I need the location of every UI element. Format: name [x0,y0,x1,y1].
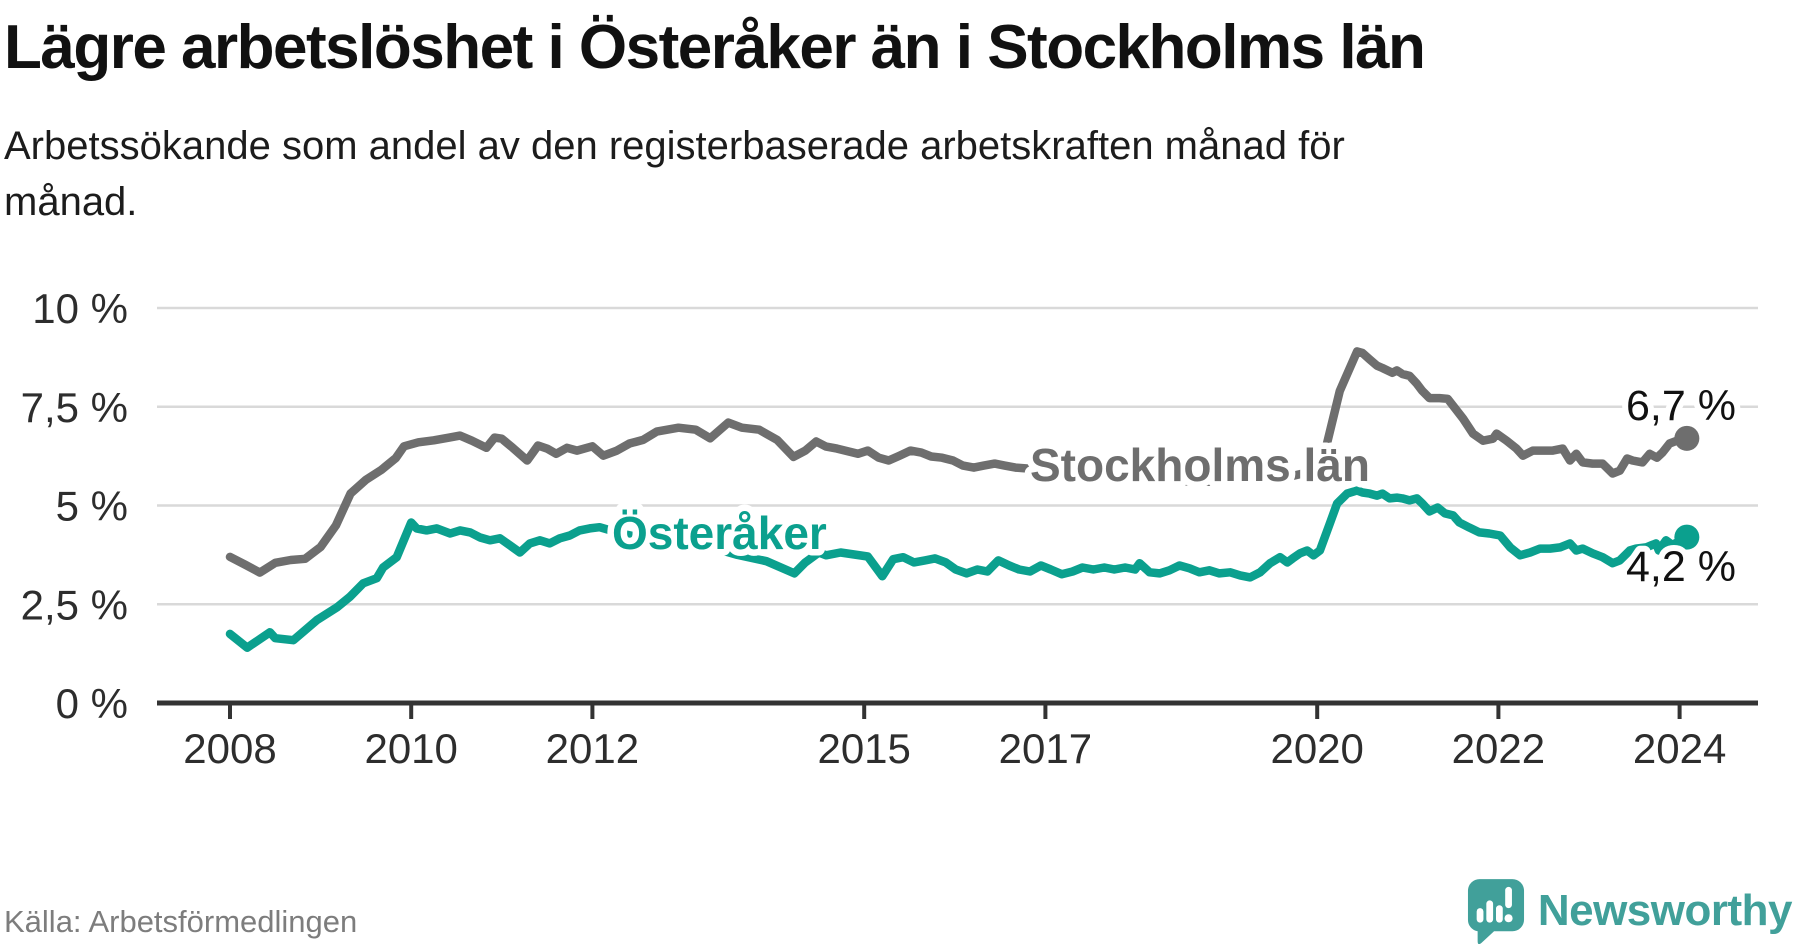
x-tick-label: 2012 [546,725,639,772]
y-tick-label: 7,5 % [21,384,128,431]
data-series-lines [225,347,1700,652]
osteraker-line [225,486,1692,652]
source-note: Källa: Arbetsförmedlingen [4,904,358,939]
y-tick-label: 0 % [56,680,128,727]
subtitle-line-2: månad. [4,180,138,224]
x-tick-label: 2024 [1633,725,1726,772]
x-axis [157,700,1758,719]
stockholm-end-value-label: 6,7 % [1626,382,1736,430]
brand-wordmark: Newsworthy [1537,886,1793,935]
x-axis-tick-labels: 2008 2010 2012 2015 2017 2020 2022 2024 [183,725,1726,772]
subtitle-line-1: Arbetssökande som andel av den registerb… [4,124,1345,168]
stockholm-series-label: Stockholms län [1030,439,1370,491]
x-tick-label: 2008 [183,725,276,772]
x-tick-label: 2017 [999,725,1092,772]
stockholm-line [225,347,1692,577]
chart-subtitle: Arbetssökande som andel av den registerb… [4,118,1345,230]
y-tick-label: 10 % [32,285,128,332]
x-tick-label: 2020 [1270,725,1363,772]
x-tick-label: 2015 [817,725,910,772]
speech-bubble-bar-chart-icon [1467,879,1524,944]
y-tick-label: 2,5 % [21,581,128,628]
x-tick-label: 2022 [1452,725,1545,772]
y-gridlines [157,306,1758,606]
newsworthy-branding: Newsworthy [1467,878,1793,944]
y-axis-tick-labels: 0 % 2,5 % 5 % 7,5 % 10 % [21,285,128,727]
x-tick-label: 2010 [364,725,457,772]
page-title: Lägre arbetslöshet i Österåker än i Stoc… [4,13,1426,82]
osteraker-end-value-label: 4,2 % [1626,543,1736,591]
osteraker-series-label: Österåker [612,507,827,559]
osteraker-end-dot [1674,524,1700,550]
y-tick-label: 5 % [56,483,128,530]
stockholm-end-dot [1674,425,1700,451]
